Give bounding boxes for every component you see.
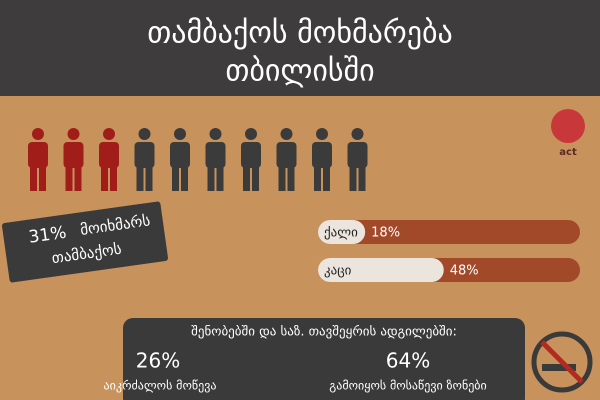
person-head	[138, 128, 151, 140]
person-body	[99, 142, 119, 168]
person-head	[174, 128, 186, 140]
person-leg	[145, 164, 153, 191]
person-head	[67, 128, 80, 140]
title-line1: თამბაქოს მოხმარება	[147, 16, 453, 51]
panel-heading: შენობებში და საზ. თავშეყრის ადგილებში:	[191, 325, 457, 340]
header	[0, 0, 600, 96]
person-head	[103, 128, 115, 140]
panel	[123, 318, 525, 400]
stat-text: გამოიყოს მოსაწევი ზონები	[329, 379, 486, 393]
person-head	[245, 128, 257, 140]
person-leg	[243, 164, 250, 191]
person-icon	[63, 128, 84, 191]
person-body	[347, 142, 368, 168]
person-leg	[252, 164, 259, 191]
person-leg	[30, 164, 37, 191]
person-icon	[347, 128, 368, 191]
person-leg	[207, 164, 215, 191]
person-leg	[39, 164, 46, 191]
person-icon	[276, 128, 297, 191]
person-icon	[241, 128, 261, 191]
person-head	[280, 128, 293, 140]
bar-value: 48%	[450, 264, 479, 279]
person-leg	[358, 164, 366, 191]
person-icon	[170, 128, 190, 191]
person-leg	[323, 164, 330, 191]
stat-value: 64%	[386, 349, 430, 373]
person-leg	[101, 164, 108, 191]
person-leg	[278, 164, 286, 191]
callout: 31% მოიხმარს თამბაქოს	[1, 201, 169, 283]
person-body	[63, 142, 84, 168]
person-body	[170, 142, 190, 168]
person-head	[209, 128, 222, 140]
person-body	[276, 142, 297, 168]
person-leg	[74, 164, 82, 191]
person-leg	[287, 164, 295, 191]
person-leg	[136, 164, 144, 191]
people-icons	[28, 128, 368, 191]
bar-label: კაცი	[324, 264, 352, 279]
person-leg	[181, 164, 188, 191]
person-body	[205, 142, 226, 168]
person-body	[312, 142, 332, 168]
person-body	[134, 142, 155, 168]
person-head	[351, 128, 364, 140]
person-leg	[349, 164, 357, 191]
person-body	[241, 142, 261, 168]
person-icon	[134, 128, 155, 191]
bar-label: ქალი	[324, 226, 358, 241]
person-leg	[172, 164, 179, 191]
bar-value: 18%	[371, 226, 400, 241]
bar	[318, 220, 366, 244]
bar-group: ქალი 18% კაცი 48%	[318, 220, 580, 282]
stat-text: აიკრძალოს მოწევა	[104, 379, 217, 393]
person-leg	[216, 164, 224, 191]
person-icon	[312, 128, 332, 191]
logo-text: act	[559, 147, 577, 158]
person-leg	[314, 164, 321, 191]
person-leg	[65, 164, 73, 191]
person-head	[316, 128, 328, 140]
bar	[318, 258, 444, 282]
no-smoking-sign	[531, 331, 593, 393]
stat-value: 26%	[136, 349, 180, 373]
logo-mark	[551, 109, 585, 143]
person-icon	[205, 128, 226, 191]
person-icon	[28, 128, 48, 191]
callout-box	[1, 201, 169, 283]
person-leg	[110, 164, 117, 191]
person-icon	[99, 128, 119, 191]
bar-track	[318, 220, 580, 244]
person-head	[32, 128, 44, 140]
person-body	[28, 142, 48, 168]
title-line2: თბილისში	[225, 54, 374, 89]
